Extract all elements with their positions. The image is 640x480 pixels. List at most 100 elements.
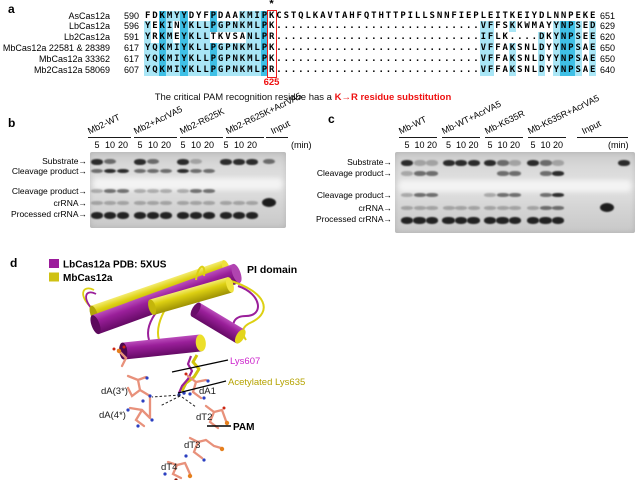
residue-cell: .: [320, 21, 326, 32]
time-label: 10: [233, 140, 244, 150]
residue-cell: .: [429, 32, 435, 43]
residue-cell: L: [480, 10, 487, 21]
gel-band-cleavage_product_1: [177, 168, 189, 173]
time-label: 5: [487, 140, 493, 150]
group-label: Mb2-WT: [86, 111, 122, 137]
residue-cell: Y: [180, 43, 188, 55]
residue-cell: .: [473, 65, 479, 75]
residue-cell: Y: [144, 32, 152, 44]
time-label: 20: [468, 140, 479, 150]
time-label: 20: [203, 140, 214, 150]
residue-cell: K: [508, 54, 517, 65]
time-label: 5: [180, 140, 186, 150]
residue-cell: D: [217, 10, 224, 21]
gel-band-substrate: [442, 160, 455, 166]
residue-cell: K: [158, 43, 166, 55]
helix-purple-diagonal: [190, 302, 246, 344]
residue-cell: .: [473, 54, 479, 65]
residue-cell: K: [508, 21, 517, 33]
residue-cell: .: [298, 54, 304, 65]
residue-cell: .: [444, 21, 450, 32]
alignment-row: LbCas12a 596 Y E K I N Y K L L P G P N K M L P K...........…: [0, 21, 640, 33]
gel-band-substrate: [618, 160, 630, 166]
gel-band-processed_crRNA: [133, 212, 147, 219]
residue-cell: .: [444, 32, 450, 43]
time-label: 5: [530, 140, 536, 150]
input-underline: [266, 137, 288, 139]
residue-cell: L: [202, 21, 210, 33]
gel-band-processed_crRNA: [116, 212, 130, 219]
residue-cell: .: [341, 32, 348, 43]
residue-cell: E: [589, 54, 597, 65]
residue-cell: N: [553, 10, 559, 21]
time-label: 5: [94, 140, 100, 150]
panel-c-label: c: [328, 112, 335, 126]
residue-cell: D: [538, 32, 546, 44]
time-label: 20: [160, 140, 171, 150]
gel-band-substrate: [220, 158, 232, 165]
sequence-name: Mb2Cas12a 58069: [33, 65, 110, 75]
gel-band-crRNA: [160, 201, 172, 205]
residue-cell: Q: [151, 54, 159, 65]
residue-cell: .: [444, 65, 450, 75]
legend-label-lbcas12a: LbCas12a PDB: 5XUS: [63, 260, 167, 271]
residue-cell: N: [231, 65, 239, 76]
residue-cell: L: [195, 32, 203, 44]
residue-cell: G: [216, 21, 225, 33]
gel-band-crRNA: [233, 201, 245, 205]
residue-cell: .: [436, 32, 443, 43]
residue-cell: N: [559, 32, 568, 44]
residue-cell: .: [524, 32, 530, 43]
residue-cell: L: [253, 32, 261, 44]
residue-cell: P: [224, 21, 232, 33]
residue-cell: R: [152, 32, 158, 43]
gel-band-processed_crRNA: [454, 217, 468, 224]
residue-cell: T: [393, 10, 399, 21]
residue-cell: D: [538, 43, 546, 55]
caption-red: K→R residue substitution: [334, 92, 452, 103]
residue-cell: .: [363, 21, 370, 32]
residue-cell: A: [502, 43, 508, 54]
residue-cell: P: [567, 65, 575, 76]
residue-cell: Q: [151, 65, 159, 76]
residue-cell: I: [407, 10, 414, 21]
residue-cell: .: [509, 32, 516, 43]
gel-band-substrate: [509, 160, 521, 166]
residue-cell: N: [559, 54, 568, 65]
residue-cell: P: [224, 43, 232, 55]
lys635-leader-line: [177, 380, 227, 394]
residue-cell: .: [400, 54, 406, 65]
residue-cell: P: [260, 21, 269, 33]
residue-cell: E: [589, 65, 597, 76]
residue-cell: P: [224, 65, 232, 76]
residue-cell: .: [473, 43, 479, 54]
residue-cell: P: [209, 65, 217, 76]
gel-band-crRNA: [91, 201, 103, 205]
gel-smear: [94, 177, 282, 190]
residue-cell: L: [414, 10, 421, 21]
gel-band-processed_crRNA: [539, 217, 552, 224]
residue-cell: .: [327, 54, 333, 65]
group-underline: [180, 137, 223, 139]
sequence-name: MbCas12a 22581 & 28389: [2, 43, 110, 54]
residue-cell: M: [165, 65, 174, 76]
residue-cell: .: [305, 43, 311, 54]
gel-band-cleavage_product_2: [539, 193, 552, 197]
start-residue-number: 596: [123, 21, 139, 32]
gel-band-crRNA: [496, 206, 509, 210]
residue-cell: .: [451, 43, 457, 54]
residue-cell: .: [371, 43, 377, 54]
residue-cell: V: [479, 21, 487, 33]
residue-cell: .: [444, 43, 450, 54]
residue-cell: H: [378, 10, 384, 21]
pam-label: PAM: [233, 422, 254, 433]
gel-band-processed_crRNA: [90, 212, 104, 219]
gel-band-processed_crRNA: [245, 212, 259, 219]
gel-band-crRNA: [147, 201, 159, 205]
residue-cell: K: [158, 32, 166, 44]
residue-cell: M: [165, 10, 174, 22]
residue-cell: K: [158, 21, 166, 33]
residue-cell: L: [202, 54, 210, 65]
